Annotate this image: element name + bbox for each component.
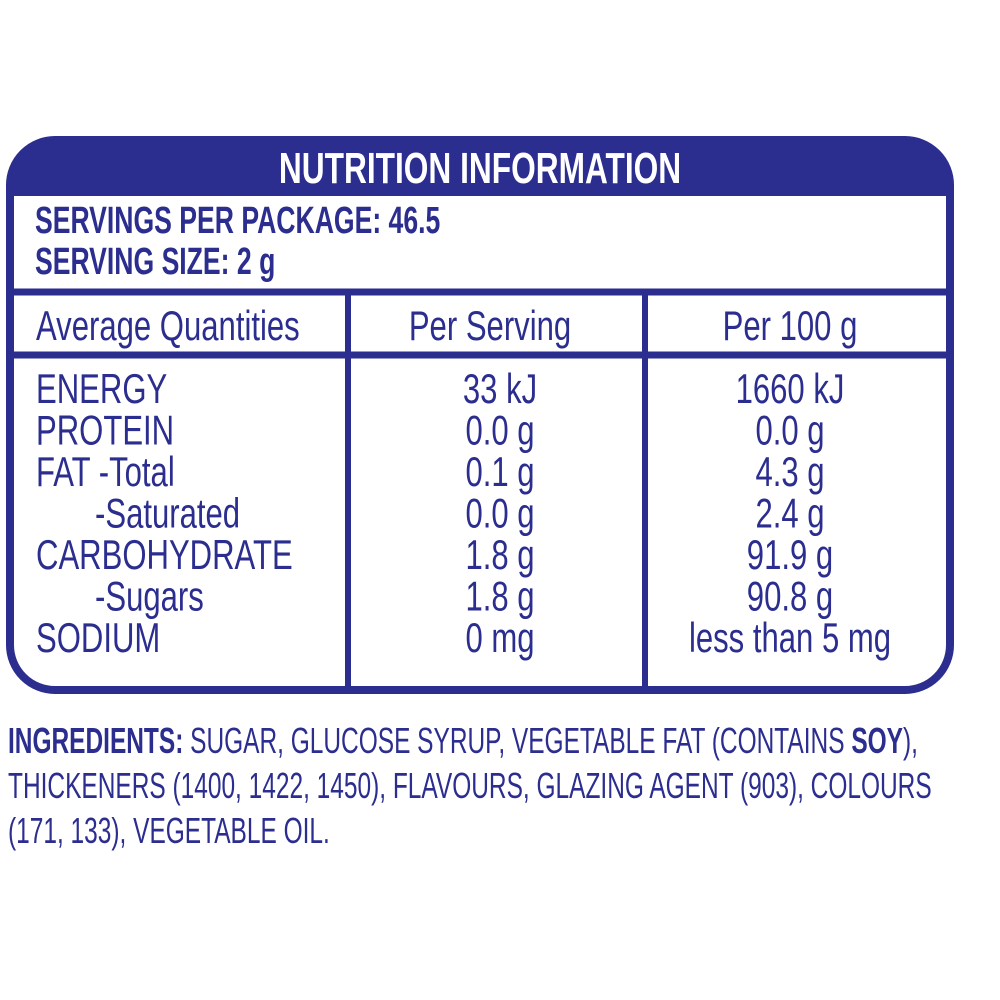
nutrient-value: 1660 kJ — [736, 365, 845, 412]
nutrient-value: 4.3 g — [755, 448, 824, 495]
ingredients-text: ), — [903, 720, 918, 761]
title: NUTRITION INFORMATION — [279, 144, 681, 193]
nutrient-name: -Sugars — [95, 573, 204, 620]
nutrient-name: ENERGY — [36, 365, 167, 412]
nutrient-name: PROTEIN — [36, 407, 174, 454]
nutrient-value: less than 5 mg — [689, 614, 891, 661]
servings-per-package: SERVINGS PER PACKAGE: 46.5 — [35, 198, 440, 241]
ingredients-line: INGREDIENTS: SUGAR, GLUCOSE SYRUP, VEGETA… — [8, 720, 918, 761]
nutrient-name: CARBOHYDRATE — [36, 531, 293, 578]
nutrient-value: 33 kJ — [463, 365, 537, 412]
ingredients-line: THICKENERS (1400, 1422, 1450), FLAVOURS,… — [8, 765, 932, 806]
ingredients-label: INGREDIENTS: — [8, 720, 183, 761]
nutrient-value: 0.1 g — [465, 448, 534, 495]
serving-size: SERVING SIZE: 2 g — [35, 239, 275, 282]
nutrient-value: 1.8 g — [465, 573, 534, 620]
column-header: Per Serving — [409, 302, 571, 349]
nutrient-name: -Saturated — [95, 490, 240, 537]
nutrient-name: FAT -Total — [36, 448, 175, 495]
nutrient-value: 2.4 g — [755, 490, 824, 537]
nutrient-value: 90.8 g — [747, 573, 833, 620]
title-bar — [10, 140, 950, 196]
nutrient-name: SODIUM — [36, 614, 160, 661]
nutrient-value: 91.9 g — [747, 531, 833, 578]
nutrient-value: 0.0 g — [465, 490, 534, 537]
nutrient-value: 0.0 g — [465, 407, 534, 454]
table-body: ENERGY 33 kJ 1660 kJ PROTEIN 0.0 g 0.0 g FAT -… — [36, 365, 891, 661]
column-header: Average Quantities — [36, 302, 300, 349]
nutrient-value: 0 mg — [465, 614, 534, 661]
ingredients-text: SUGAR, GLUCOSE SYRUP, VEGETABLE FAT (CON… — [190, 720, 844, 761]
ingredients-line: (171, 133), VEGETABLE OIL. — [8, 810, 330, 851]
allergen: SOY — [851, 720, 903, 761]
nutrient-value: 1.8 g — [465, 531, 534, 578]
column-header: Per 100 g — [723, 302, 858, 349]
nutrient-value: 0.0 g — [755, 407, 824, 454]
